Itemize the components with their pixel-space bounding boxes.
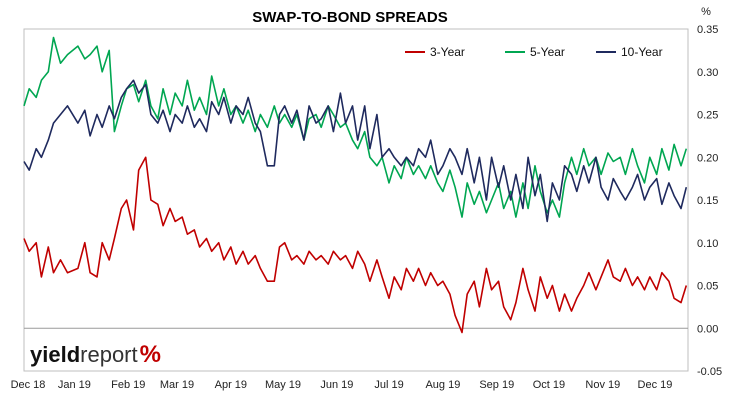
svg-text:yieldreport%: yieldreport%: [30, 341, 161, 368]
series-line-3-year: [23, 156, 688, 334]
logo-text-report: report: [80, 342, 137, 367]
chart-title: SWAP-TO-BOND SPREADS: [252, 9, 448, 26]
logo-percent-mark: %: [140, 341, 161, 368]
y-axis-unit: %: [701, 6, 711, 18]
legend-label: 5-Year: [530, 45, 565, 59]
x-tick-label: Sep 19: [479, 379, 514, 391]
series-lines: [23, 36, 688, 334]
x-tick-label: Jul 19: [374, 379, 403, 391]
plot-area: [23, 28, 689, 372]
x-tick-label: Jun 19: [320, 379, 353, 391]
y-tick-label: 0.35: [697, 24, 718, 36]
logo-text-yield: yield: [30, 342, 80, 367]
y-tick-label: 0.00: [697, 323, 718, 335]
legend: 3-Year 5-Year 10-Year: [405, 45, 663, 59]
y-tick-label: 0.20: [697, 152, 718, 164]
y-tick-label: 0.30: [697, 67, 718, 79]
x-tick-label: May 19: [265, 379, 301, 391]
x-tick-label: Apr 19: [215, 379, 247, 391]
x-axis: Dec 18 Jan 19 Feb 19 Mar 19 Apr 19 May 19 Jun …: [11, 379, 673, 391]
series-line-5-year: [23, 36, 688, 218]
plot-border: [23, 28, 689, 372]
y-axis: 0.35 0.30 0.25 0.20 0.15 0.10 0.05 0.00 -0.05: [697, 24, 722, 378]
legend-label: 3-Year: [430, 45, 465, 59]
series-line-10-year: [23, 79, 688, 223]
x-tick-label: Dec 18: [11, 379, 46, 391]
legend-label: 10-Year: [621, 45, 663, 59]
x-tick-label: Feb 19: [111, 379, 145, 391]
x-tick-label: Mar 19: [160, 379, 194, 391]
y-tick-label: 0.05: [697, 281, 718, 293]
x-tick-label: Aug 19: [425, 379, 460, 391]
x-tick-label: Nov 19: [585, 379, 620, 391]
x-tick-label: Dec 19: [638, 379, 673, 391]
yieldreport-logo: yieldreport%: [30, 341, 161, 368]
x-tick-label: Jan 19: [58, 379, 91, 391]
y-tick-label: 0.10: [697, 238, 718, 250]
y-tick-label: -0.05: [697, 366, 722, 378]
y-tick-label: 0.15: [697, 195, 718, 207]
y-tick-label: 0.25: [697, 110, 718, 122]
x-tick-label: Oct 19: [533, 379, 565, 391]
